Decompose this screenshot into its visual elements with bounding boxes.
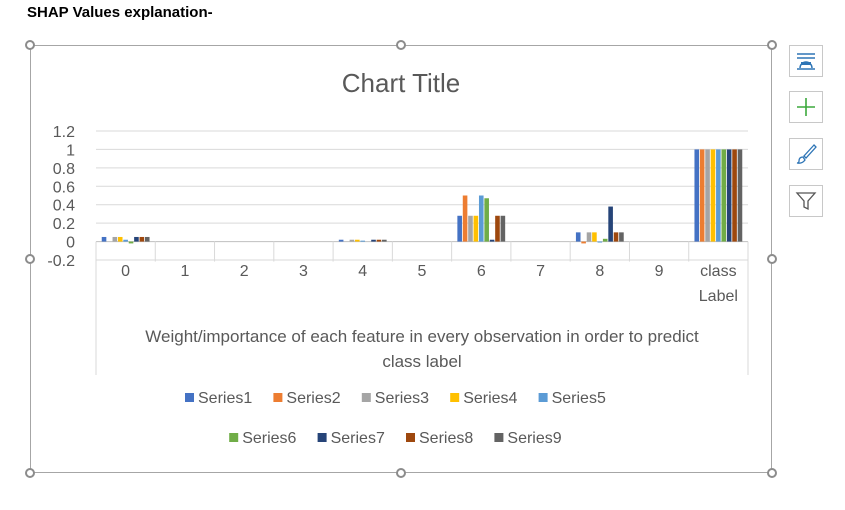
resize-handle-middle-right[interactable] [767, 254, 777, 264]
chart-styles-button[interactable] [789, 138, 823, 170]
resize-handle-top-right[interactable] [767, 40, 777, 50]
chart-layout-button[interactable] [789, 45, 823, 77]
filter-icon [795, 192, 817, 211]
chart-elements-button[interactable] [789, 91, 823, 123]
resize-handle-bottom-right[interactable] [767, 468, 777, 478]
resize-handle-top-middle[interactable] [396, 40, 406, 50]
chart-filters-button[interactable] [789, 185, 823, 217]
chart-layout-icon [797, 53, 815, 70]
brush-icon [796, 144, 817, 164]
resize-handle-bottom-middle[interactable] [396, 468, 406, 478]
plus-icon [797, 98, 815, 116]
document-heading: SHAP Values explanation- [27, 4, 213, 21]
resize-handle-top-left[interactable] [25, 40, 35, 50]
chart-frame[interactable] [30, 45, 772, 473]
resize-handle-middle-left[interactable] [25, 254, 35, 264]
resize-handle-bottom-left[interactable] [25, 468, 35, 478]
